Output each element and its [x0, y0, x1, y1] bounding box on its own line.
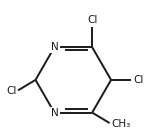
Text: CH₃: CH₃: [111, 119, 130, 129]
Text: Cl: Cl: [87, 15, 97, 25]
Text: N: N: [51, 42, 58, 52]
Text: Cl: Cl: [6, 86, 17, 96]
Text: Cl: Cl: [133, 75, 144, 85]
Text: N: N: [51, 108, 58, 118]
